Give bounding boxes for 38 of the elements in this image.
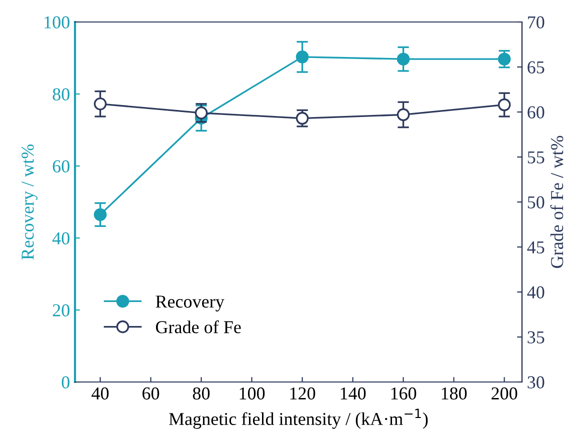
point xyxy=(296,50,309,64)
y2-tick-label: 45 xyxy=(527,241,544,254)
point xyxy=(396,108,410,122)
y2-axis-title: Grade of Fe / wt% xyxy=(550,136,564,268)
point xyxy=(498,98,511,112)
point xyxy=(94,208,107,221)
y2-tick-label: 60 xyxy=(528,106,544,118)
x-tick-label: 40 xyxy=(92,387,109,400)
y-axis-title: Recovery / wt% xyxy=(22,144,38,260)
x-tick-label: 140 xyxy=(340,387,366,400)
y2-tick-label: 50 xyxy=(528,196,544,208)
x-tick-label: 120 xyxy=(290,387,316,400)
y2-tick-label: 55 xyxy=(528,151,544,164)
x-tick-label: 60 xyxy=(142,387,160,400)
y-tick-label: 80 xyxy=(52,88,70,100)
y-tick-label: 0 xyxy=(62,376,70,388)
y-tick-label: 40 xyxy=(52,232,70,244)
y-tick-label: 20 xyxy=(52,304,70,316)
point xyxy=(396,52,410,66)
y-tick-label: 100 xyxy=(44,16,70,28)
x-tick-label: 160 xyxy=(391,387,416,400)
y2-tick-label: 70 xyxy=(528,16,544,28)
point xyxy=(194,106,208,120)
x-tick-label: 80 xyxy=(192,387,210,400)
point xyxy=(498,52,511,66)
legend-label: Grade of Fe xyxy=(156,320,241,334)
point xyxy=(94,98,107,110)
x-tick-label: 180 xyxy=(442,387,467,400)
x-axis-title: Magnetic field intensity / (kA·m$^{−1}$) xyxy=(169,408,428,429)
x-tick-label: 100 xyxy=(240,387,265,400)
y2-tick-label: 35 xyxy=(528,331,544,344)
y-tick-label: 60 xyxy=(52,160,70,172)
x-tick-label: 200 xyxy=(492,387,518,400)
y2-tick-label: 30 xyxy=(528,376,544,388)
y2-tick-label: 65 xyxy=(528,61,544,74)
y2-tick-label: 40 xyxy=(527,286,544,298)
legend-label: Recovery xyxy=(156,296,224,312)
point xyxy=(296,112,309,125)
